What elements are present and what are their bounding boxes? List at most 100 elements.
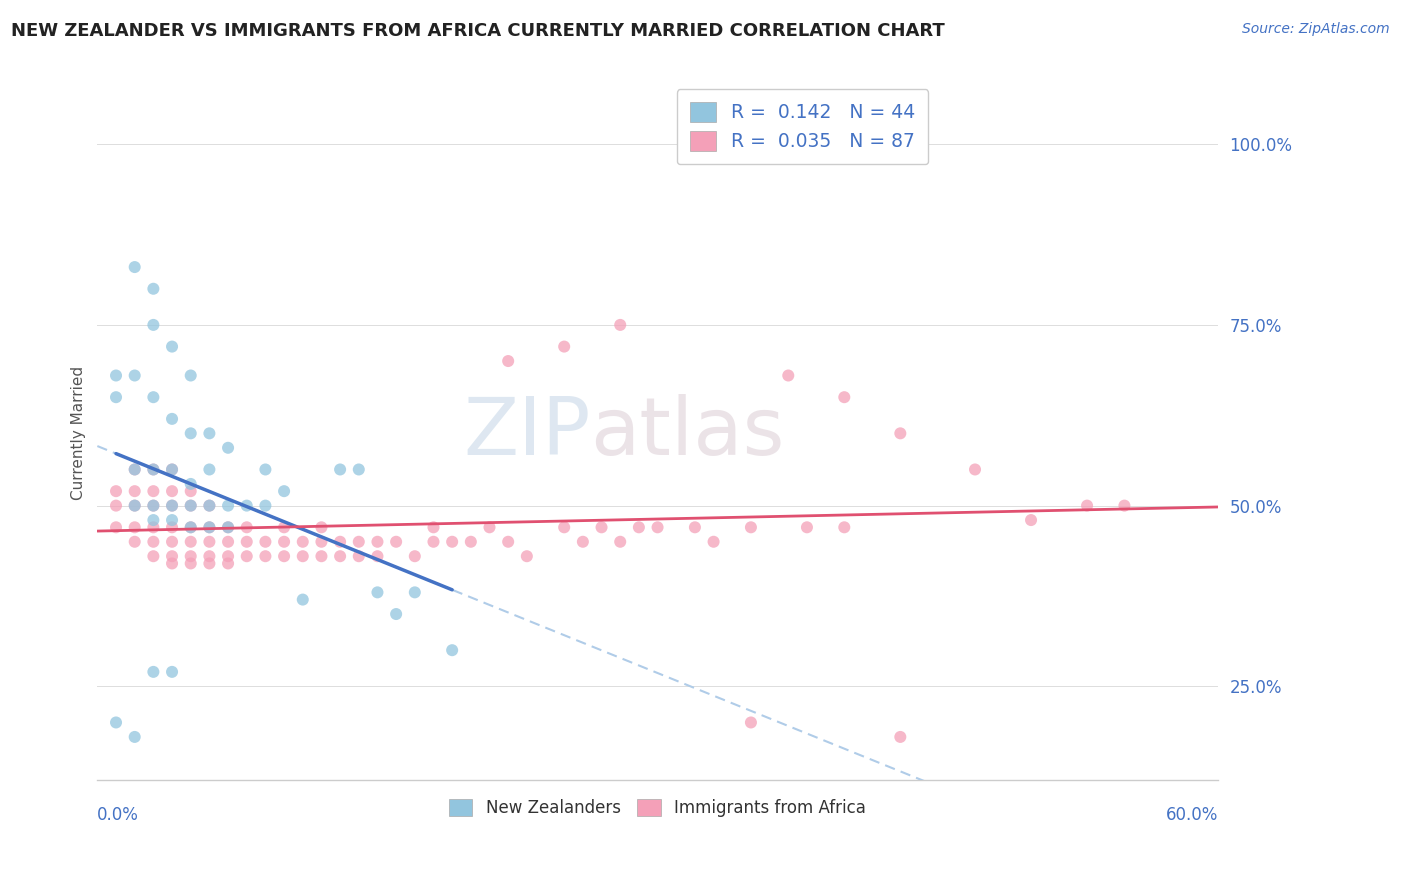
Point	[347, 462, 370, 476]
Point	[366, 534, 388, 549]
Point	[311, 534, 333, 549]
Point	[553, 340, 575, 354]
Point	[647, 520, 669, 534]
Point	[180, 499, 202, 513]
Point	[217, 441, 239, 455]
Point	[291, 549, 314, 564]
Point	[217, 557, 239, 571]
Point	[703, 534, 725, 549]
Point	[329, 534, 352, 549]
Point	[460, 534, 482, 549]
Point	[198, 520, 221, 534]
Point	[124, 499, 146, 513]
Point	[160, 462, 183, 476]
Point	[180, 520, 202, 534]
Point	[142, 665, 165, 679]
Point	[311, 520, 333, 534]
Point	[124, 484, 146, 499]
Point	[160, 534, 183, 549]
Point	[105, 368, 128, 383]
Point	[311, 549, 333, 564]
Point	[142, 462, 165, 476]
Point	[180, 520, 202, 534]
Point	[180, 368, 202, 383]
Point	[142, 484, 165, 499]
Point	[198, 462, 221, 476]
Point	[180, 484, 202, 499]
Point	[142, 499, 165, 513]
Point	[329, 549, 352, 564]
Point	[516, 549, 538, 564]
Point	[1076, 499, 1098, 513]
Point	[254, 462, 277, 476]
Point	[124, 462, 146, 476]
Point	[217, 520, 239, 534]
Point	[142, 520, 165, 534]
Text: ZIP: ZIP	[463, 394, 591, 473]
Point	[329, 462, 352, 476]
Point	[441, 643, 464, 657]
Text: 0.0%: 0.0%	[97, 805, 139, 823]
Point	[963, 462, 986, 476]
Point	[105, 390, 128, 404]
Point	[235, 534, 257, 549]
Point	[740, 715, 762, 730]
Point	[180, 426, 202, 441]
Point	[347, 549, 370, 564]
Point	[422, 520, 444, 534]
Text: 60.0%: 60.0%	[1166, 805, 1218, 823]
Point	[105, 520, 128, 534]
Point	[160, 513, 183, 527]
Point	[404, 585, 426, 599]
Point	[124, 368, 146, 383]
Point	[124, 260, 146, 274]
Point	[160, 412, 183, 426]
Point	[142, 534, 165, 549]
Point	[740, 520, 762, 534]
Point	[404, 549, 426, 564]
Point	[254, 499, 277, 513]
Point	[235, 549, 257, 564]
Point	[142, 282, 165, 296]
Point	[142, 390, 165, 404]
Point	[198, 426, 221, 441]
Point	[254, 534, 277, 549]
Point	[778, 368, 800, 383]
Point	[124, 534, 146, 549]
Point	[1019, 513, 1042, 527]
Point	[180, 534, 202, 549]
Point	[385, 607, 408, 621]
Point	[591, 520, 613, 534]
Point	[180, 557, 202, 571]
Y-axis label: Currently Married: Currently Married	[72, 367, 86, 500]
Point	[160, 499, 183, 513]
Point	[273, 549, 295, 564]
Point	[160, 557, 183, 571]
Point	[235, 499, 257, 513]
Point	[124, 730, 146, 744]
Point	[889, 730, 911, 744]
Text: NEW ZEALANDER VS IMMIGRANTS FROM AFRICA CURRENTLY MARRIED CORRELATION CHART: NEW ZEALANDER VS IMMIGRANTS FROM AFRICA …	[11, 22, 945, 40]
Point	[553, 520, 575, 534]
Point	[889, 426, 911, 441]
Point	[160, 549, 183, 564]
Point	[105, 499, 128, 513]
Point	[273, 520, 295, 534]
Point	[291, 592, 314, 607]
Point	[572, 534, 595, 549]
Point	[496, 534, 519, 549]
Point	[124, 462, 146, 476]
Point	[832, 390, 855, 404]
Point	[160, 520, 183, 534]
Point	[198, 499, 221, 513]
Point	[422, 534, 444, 549]
Point	[478, 520, 501, 534]
Point	[160, 340, 183, 354]
Point	[441, 534, 464, 549]
Point	[254, 549, 277, 564]
Point	[160, 484, 183, 499]
Point	[198, 534, 221, 549]
Point	[217, 520, 239, 534]
Point	[366, 549, 388, 564]
Point	[142, 549, 165, 564]
